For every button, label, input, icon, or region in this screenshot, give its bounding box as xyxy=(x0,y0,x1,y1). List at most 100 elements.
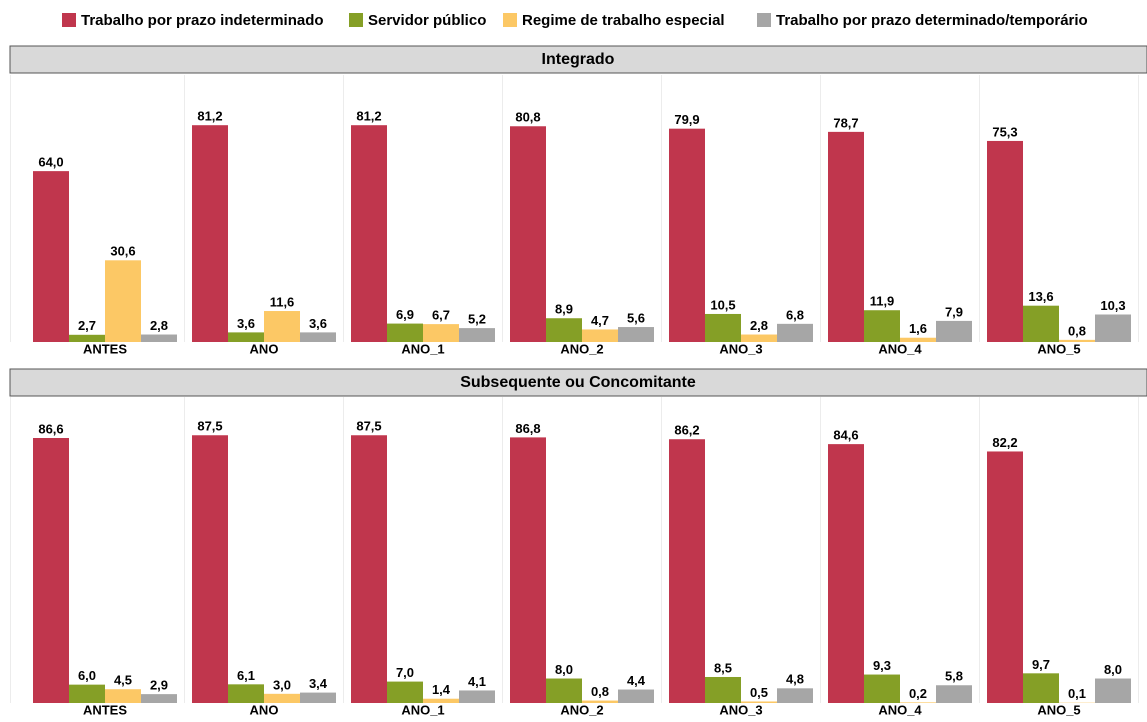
bar xyxy=(69,685,105,703)
bar xyxy=(864,310,900,342)
value-label: 1,6 xyxy=(909,321,927,336)
bar xyxy=(387,682,423,703)
value-label: 87,5 xyxy=(197,419,222,434)
value-label: 3,6 xyxy=(309,316,327,331)
bar xyxy=(105,260,141,342)
bar xyxy=(900,702,936,703)
value-label: 64,0 xyxy=(38,155,63,170)
legend-swatch xyxy=(503,13,517,27)
x-tick-label: ANO_2 xyxy=(560,341,603,356)
panel-title: Subsequente ou Concomitante xyxy=(460,374,696,391)
bar xyxy=(459,690,495,703)
x-tick-label: ANO_3 xyxy=(719,702,762,717)
bar xyxy=(1095,314,1131,342)
bar xyxy=(459,328,495,342)
bar xyxy=(141,694,177,703)
bar xyxy=(864,675,900,703)
value-label: 2,8 xyxy=(750,318,768,333)
value-label: 10,3 xyxy=(1100,298,1125,313)
value-label: 4,1 xyxy=(468,674,486,689)
bar xyxy=(618,327,654,342)
bar xyxy=(510,126,546,342)
value-label: 5,6 xyxy=(627,310,645,325)
bar xyxy=(423,699,459,703)
bar xyxy=(741,335,777,342)
value-label: 8,0 xyxy=(1104,662,1122,677)
value-label: 0,2 xyxy=(909,686,927,701)
bar xyxy=(192,435,228,703)
value-label: 86,8 xyxy=(515,421,540,436)
value-label: 13,6 xyxy=(1028,289,1053,304)
value-label: 8,5 xyxy=(714,660,732,675)
value-label: 75,3 xyxy=(992,124,1017,139)
value-label: 0,5 xyxy=(750,685,768,700)
value-label: 86,6 xyxy=(38,421,63,436)
value-label: 84,6 xyxy=(833,428,858,443)
bar xyxy=(582,701,618,703)
bar xyxy=(669,439,705,703)
value-label: 4,4 xyxy=(627,673,646,688)
value-label: 82,2 xyxy=(992,435,1017,450)
bar xyxy=(33,438,69,703)
bar xyxy=(669,129,705,342)
value-label: 78,7 xyxy=(833,115,858,130)
bar xyxy=(546,679,582,703)
legend-label: Trabalho por prazo indeterminado xyxy=(81,12,324,29)
value-label: 3,4 xyxy=(309,676,328,691)
bar xyxy=(705,314,741,342)
value-label: 0,8 xyxy=(591,684,609,699)
value-label: 6,0 xyxy=(78,668,96,683)
legend-label: Servidor público xyxy=(368,12,486,29)
value-label: 0,8 xyxy=(1068,323,1086,338)
bar xyxy=(936,685,972,703)
bar xyxy=(264,694,300,703)
legend-label: Trabalho por prazo determinado/temporári… xyxy=(776,12,1088,29)
bar xyxy=(987,451,1023,703)
value-label: 7,9 xyxy=(945,304,963,319)
value-label: 9,7 xyxy=(1032,657,1050,672)
value-label: 8,9 xyxy=(555,302,573,317)
bar xyxy=(423,324,459,342)
bar xyxy=(1095,679,1131,703)
bar xyxy=(828,444,864,703)
bar xyxy=(777,324,813,342)
bar xyxy=(141,335,177,342)
legend-swatch xyxy=(349,13,363,27)
bar xyxy=(618,690,654,703)
legend-swatch xyxy=(62,13,76,27)
value-label: 6,8 xyxy=(786,307,804,322)
value-label: 0,1 xyxy=(1068,686,1086,701)
value-label: 4,8 xyxy=(786,672,804,687)
bar xyxy=(987,141,1023,342)
x-tick-label: ANO_5 xyxy=(1037,341,1080,356)
bar xyxy=(828,132,864,342)
value-label: 6,1 xyxy=(237,668,255,683)
bar xyxy=(228,684,264,703)
x-tick-label: ANO_1 xyxy=(401,702,444,717)
value-label: 81,2 xyxy=(356,109,381,124)
bar xyxy=(300,693,336,703)
legend-swatch xyxy=(757,13,771,27)
value-label: 87,5 xyxy=(356,419,381,434)
bar xyxy=(900,338,936,342)
value-label: 11,6 xyxy=(270,294,295,309)
bar xyxy=(1059,340,1095,342)
value-label: 4,7 xyxy=(591,313,609,328)
bar xyxy=(69,335,105,342)
value-label: 8,0 xyxy=(555,662,573,677)
bar xyxy=(192,125,228,342)
bar xyxy=(387,324,423,342)
value-label: 81,2 xyxy=(197,109,222,124)
bar xyxy=(777,688,813,703)
x-tick-label: ANTES xyxy=(83,702,127,717)
value-label: 6,7 xyxy=(432,308,450,323)
x-tick-label: ANTES xyxy=(83,341,127,356)
value-label: 5,2 xyxy=(468,312,486,327)
bar xyxy=(264,311,300,342)
value-label: 86,2 xyxy=(674,423,699,438)
value-label: 6,9 xyxy=(396,307,414,322)
bar xyxy=(510,437,546,703)
value-label: 3,0 xyxy=(273,677,291,692)
